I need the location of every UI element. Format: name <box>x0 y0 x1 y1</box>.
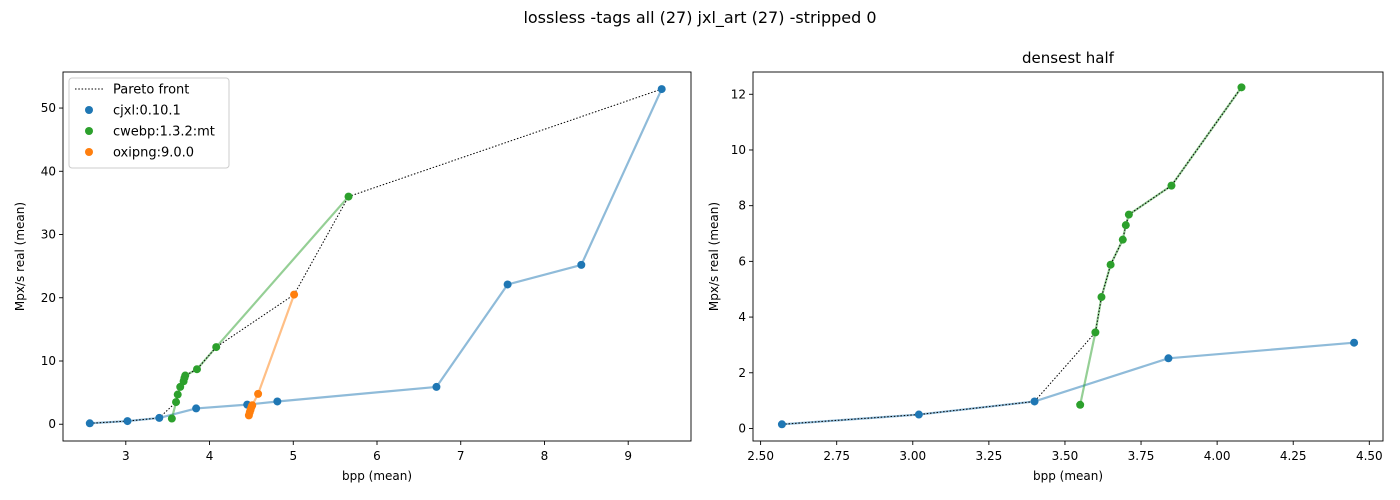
x-tick-label: 3 <box>122 449 130 463</box>
legend-box <box>68 77 230 169</box>
x-tick-label: 4.00 <box>1204 449 1231 463</box>
x-tick-label: 2.75 <box>823 449 850 463</box>
series-line-cwebp <box>1079 86 1243 406</box>
data-point-cwebp <box>1097 293 1106 302</box>
x-tick-label: 4 <box>206 449 214 463</box>
data-point-cwebp <box>1124 210 1133 219</box>
series-line-oxipng <box>247 294 296 416</box>
y-tick-label: 6 <box>738 254 746 268</box>
x-tick-label: 7 <box>457 449 465 463</box>
data-point-oxipng <box>248 401 257 410</box>
x-tick-label: 2.50 <box>747 449 774 463</box>
data-point-cwebp <box>1076 400 1085 409</box>
y-tick-label: 4 <box>738 310 746 324</box>
data-point-cjxl <box>914 410 923 419</box>
legend-swatch-cwebp <box>85 127 93 135</box>
x-axis-label: bpp (mean) <box>1033 469 1103 483</box>
data-point-oxipng <box>254 389 263 398</box>
y-tick-label: 50 <box>41 101 56 115</box>
densest-half-chart: 2.50 2.75 3.00 3.25 3.50 3.75 4.00 4.25 4.50 0 2 4 6… <box>707 49 1384 483</box>
data-point-cjxl <box>657 85 666 94</box>
data-point-cwebp <box>212 343 221 352</box>
data-point-cjxl <box>432 382 441 391</box>
y-tick-label: 2 <box>738 366 746 380</box>
data-point-cwebp <box>344 192 353 201</box>
y-tick-label: 12 <box>731 87 746 101</box>
data-point-cjxl <box>192 404 201 413</box>
data-point-cwebp <box>172 398 181 407</box>
y-tick-label: 8 <box>738 199 746 213</box>
data-point-cjxl <box>155 413 164 422</box>
data-point-oxipng <box>290 290 299 299</box>
data-point-cwebp <box>1167 181 1176 190</box>
legend-label: cjxl:0.10.1 <box>113 104 181 119</box>
figure-title: lossless -tags all (27) jxl_art (27) -st… <box>523 8 877 27</box>
speed-vs-density-chart: 3 4 5 6 7 8 9 0 10 20 30 40 50 bpp (mean) Mpx/s real (… <box>13 71 692 483</box>
data-point-cjxl <box>123 417 132 426</box>
data-point-cjxl <box>1350 338 1359 347</box>
x-tick-label: 3.25 <box>976 449 1003 463</box>
x-axis-label: bpp (mean) <box>342 469 412 483</box>
y-tick-label: 20 <box>41 291 56 305</box>
x-tick-label: 9 <box>624 449 632 463</box>
data-point-cwebp <box>1106 260 1115 269</box>
data-point-cwebp <box>192 365 201 374</box>
y-tick-label: 0 <box>48 417 56 431</box>
x-tick-label: 4.25 <box>1280 449 1307 463</box>
data-point-cjxl <box>577 260 586 269</box>
data-point-cwebp <box>181 371 190 380</box>
x-tick-label: 3.50 <box>1052 449 1079 463</box>
x-tick-label: 6 <box>373 449 381 463</box>
pareto-front-line <box>781 87 1242 425</box>
data-point-cjxl <box>1030 397 1039 406</box>
data-point-cwebp <box>1237 83 1246 92</box>
y-tick-label: 40 <box>41 164 56 178</box>
y-tick-label: 10 <box>731 143 746 157</box>
x-tick-label: 5 <box>289 449 297 463</box>
y-tick-label: 0 <box>738 421 746 435</box>
chart-title: densest half <box>1022 49 1115 67</box>
data-point-cjxl <box>1164 354 1173 363</box>
data-point-cjxl <box>85 419 94 428</box>
data-point-cwebp <box>1121 221 1130 230</box>
legend-swatch-cjxl <box>85 106 93 114</box>
y-tick-label: 30 <box>41 228 56 242</box>
x-tick-label: 3.75 <box>1128 449 1155 463</box>
x-tick-label: 3.00 <box>899 449 926 463</box>
data-point-cwebp <box>173 390 182 399</box>
data-point-cwebp <box>167 414 176 423</box>
x-tick-label: 8 <box>541 449 549 463</box>
data-point-cjxl <box>777 420 786 429</box>
y-axis-label: Mpx/s real (mean) <box>707 202 721 311</box>
data-point-cwebp <box>1118 235 1127 244</box>
data-point-cjxl <box>273 397 282 406</box>
legend-swatch-oxipng <box>85 148 93 156</box>
y-axis-label: Mpx/s real (mean) <box>13 202 27 311</box>
legend-label: oxipng:9.0.0 <box>113 146 194 161</box>
plot-frame <box>752 71 1384 442</box>
data-point-cjxl <box>503 280 512 289</box>
data-point-cwebp <box>1091 328 1100 337</box>
series-line-cjxl <box>781 341 1355 426</box>
legend-label: Pareto front <box>113 83 189 98</box>
x-tick-label: 4.50 <box>1356 449 1383 463</box>
legend: Pareto front cjxl:0.10.1 cwebp:1.3.2:mt oxi… <box>68 77 230 169</box>
y-tick-label: 10 <box>41 354 56 368</box>
legend-label: cwebp:1.3.2:mt <box>113 125 215 140</box>
